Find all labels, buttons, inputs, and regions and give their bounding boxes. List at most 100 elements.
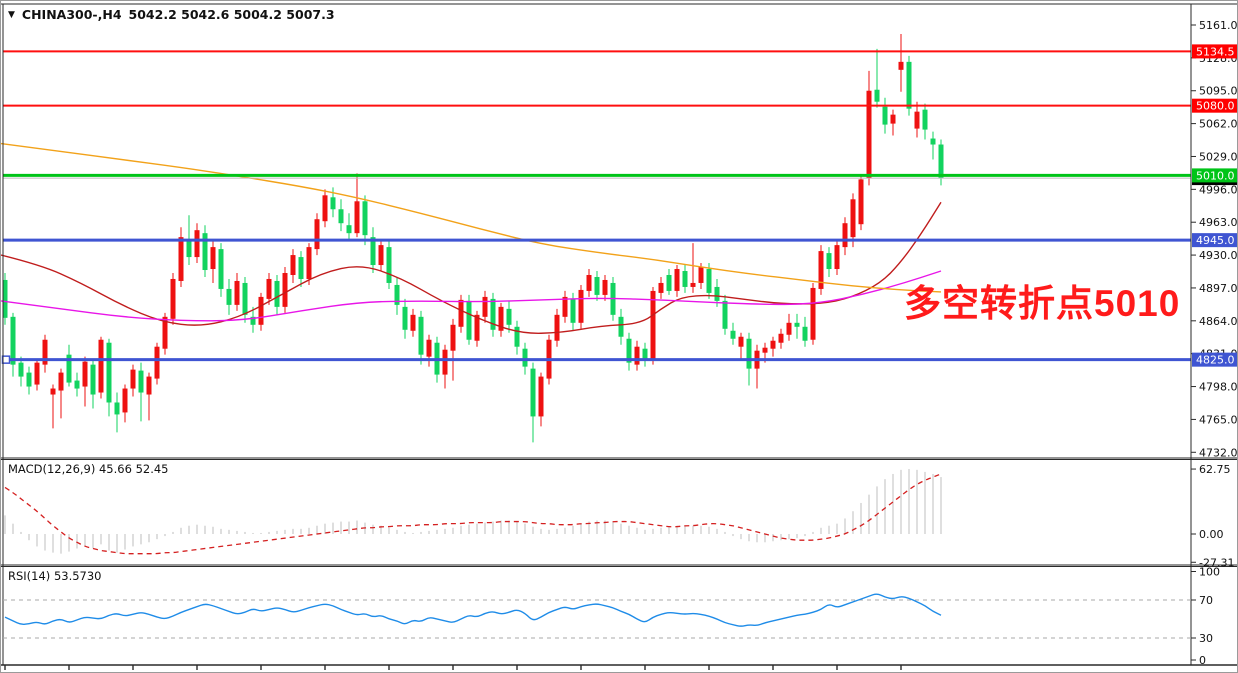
candle-body [858,179,864,225]
rsi-line [4,593,942,627]
macd-tick-label: -27.31 [1199,556,1234,569]
price-tick-label: 4996.0 [1199,183,1238,196]
price-tick-label: 5029.0 [1199,150,1238,163]
rsi-tick-label: 100 [1199,566,1220,579]
candle-body [258,296,264,325]
candle-body [18,362,24,377]
price-tick-label: 5161.0 [1199,19,1238,32]
price-tick-label: 4798.0 [1199,381,1238,394]
candle-body [554,314,560,341]
candle-body [810,287,816,340]
candle-body [370,237,376,266]
candle-body [266,278,272,299]
candle-body [298,257,304,279]
candle-body [690,282,696,287]
candle-body [418,316,424,355]
candle-body [458,299,464,327]
candle-body [58,372,64,391]
candle-body [850,199,856,238]
candle-body [794,322,800,327]
candle-body [74,380,80,389]
candle-body [226,288,232,305]
candle-body [474,314,480,341]
candle-body [170,278,176,319]
candle-body [890,114,896,124]
price-badge-label: 4825.0 [1196,354,1235,367]
candle-body [506,308,512,325]
candle-body [42,339,48,365]
candle-body [426,339,432,357]
candle-body [898,61,904,70]
candle-body [738,336,744,347]
ma-mid-line [1,270,942,322]
candle-body [138,370,144,393]
candle-body [354,201,360,234]
candle-body [314,219,320,250]
candle-body [114,402,120,415]
candle-body [842,223,848,248]
price-tick-label: 5062.0 [1199,118,1238,131]
candle-body [130,369,136,389]
candle-body [306,247,312,279]
candle-body [162,316,168,349]
annotation-text-object[interactable]: 多空转折点5010 [904,283,1181,324]
candle-body [210,247,216,270]
candle-body [578,289,584,323]
price-badge-label: 5010.0 [1196,169,1235,182]
candle-body [562,296,568,317]
candle-body [626,338,632,363]
candle-body [522,348,528,367]
candle-body [514,326,520,347]
candle-body [722,300,728,329]
price-badge [1192,168,1237,183]
candle-body [802,326,808,341]
candle-body [874,89,880,102]
price-tick-label: 4732.0 [1199,446,1238,459]
candle-body [282,273,288,307]
candle-body [2,279,8,318]
candle-body [818,251,824,289]
candle-body [594,276,600,295]
candle-body [386,247,392,283]
symbol-dropdown-icon[interactable]: ▼ [8,9,15,20]
candle-body [194,230,200,258]
price-badge-label: 4945.0 [1196,234,1235,247]
candle-body [290,255,296,275]
candle-body [202,233,208,271]
candle-body [770,340,776,349]
ma-slow-line [1,142,942,293]
price-badge [1192,233,1237,248]
candle-body [450,324,456,351]
candle-body [538,376,544,417]
candle-body [586,274,592,291]
price-tick-label: 4930.0 [1199,249,1238,262]
candle-body [922,109,928,130]
rsi-tick-label: 70 [1199,594,1213,607]
candle-body [34,362,40,385]
candle-body [674,269,680,291]
candle-body [402,306,408,330]
candle-body [882,106,888,125]
candle-body [442,349,448,375]
candle-body [178,237,184,281]
candle-body [154,346,160,379]
candle-body [466,300,472,340]
candle-body [186,239,192,258]
candle-body [378,245,384,266]
candle-body [786,322,792,335]
candle-body [498,306,504,331]
candle-body [322,195,328,222]
candle-body [98,339,104,393]
macd-signal-line [4,473,942,555]
candle-body [90,364,96,395]
candle-body [242,282,248,315]
price-tick-label: 4963.0 [1199,216,1238,229]
candle-body [250,316,256,325]
candle-body [50,388,56,395]
rsi-indicator-label: RSI(14) 53.5730 [8,569,102,583]
candle-body [10,316,16,365]
candle-body [762,347,768,353]
price-badge [1192,98,1237,113]
